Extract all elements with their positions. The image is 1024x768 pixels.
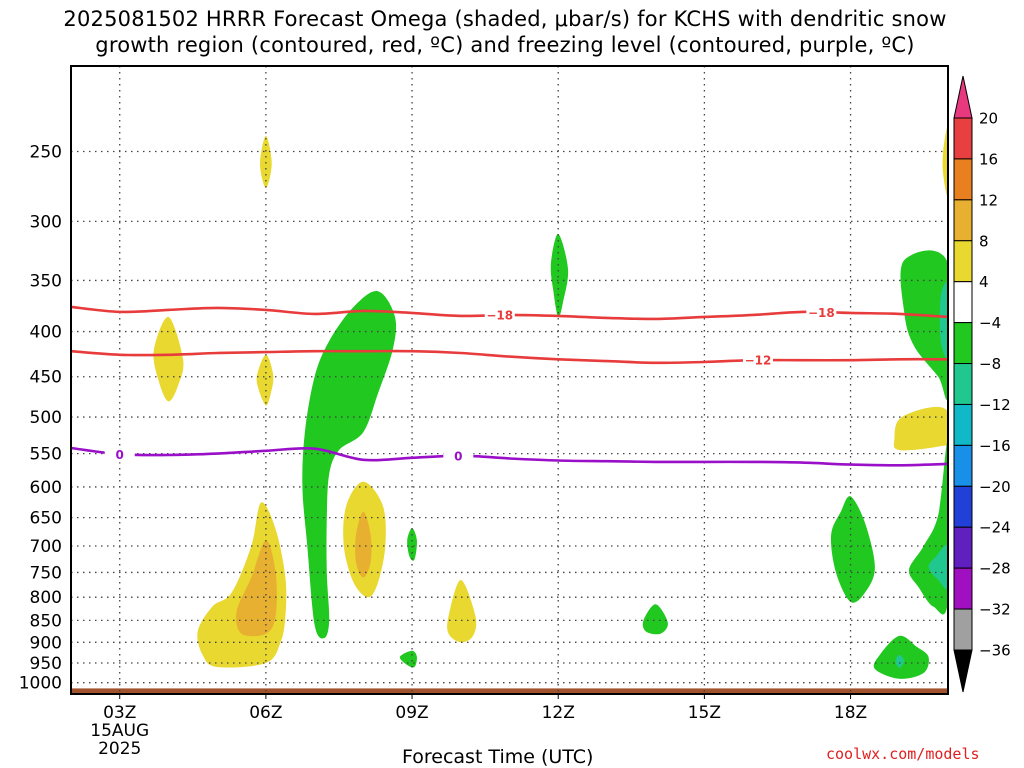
x-date-label: 2025 [98, 739, 141, 759]
colorbar-label: −28 [979, 560, 1011, 578]
colorbar-label: −32 [979, 601, 1011, 619]
colorbar-swatch [953, 444, 973, 487]
contour-line [70, 349, 949, 365]
colorbar-swatch [953, 117, 973, 160]
omega-region [256, 354, 274, 406]
omega-region [447, 580, 477, 643]
omega-region [942, 126, 948, 197]
colorbar-swatch [953, 322, 973, 365]
y-tick-label: 650 [30, 509, 62, 529]
title-line-2: growth region (contoured, red, ºC) and f… [95, 33, 915, 57]
omega-region [642, 604, 668, 635]
omega-region [302, 290, 397, 639]
colorbar-swatch [953, 199, 973, 242]
title-line-1: 2025081502 HRRR Forecast Omega (shaded, … [63, 7, 947, 31]
omega-region [355, 511, 372, 578]
omega-region [830, 496, 875, 603]
x-date-label: 15AUG [90, 721, 149, 741]
contour-label: 0 [454, 449, 462, 463]
colorbar-label: −16 [979, 437, 1011, 455]
omega-region [399, 650, 417, 668]
contour-line [70, 446, 949, 467]
colorbar-top-arrow [953, 75, 973, 119]
omega-region [900, 250, 948, 400]
omega-region [407, 528, 417, 561]
y-tick-label: 250 [30, 142, 62, 162]
colorbar-swatch [953, 158, 973, 201]
colorbar-swatch [953, 281, 973, 324]
y-tick-label: 450 [30, 368, 62, 388]
omega-region [939, 282, 948, 358]
colorbar-swatch [953, 567, 973, 610]
y-tick-label: 1000 [19, 674, 62, 694]
colorbar-label: 12 [979, 191, 998, 209]
omega-shading-layer [153, 126, 948, 679]
colorbar-label: −24 [979, 519, 1011, 537]
x-tick-label: 03Z [103, 703, 136, 723]
y-tick-label: 300 [30, 212, 62, 232]
y-tick-label: 500 [30, 408, 62, 428]
omega-region [895, 654, 905, 668]
contour-label-bg [742, 352, 773, 369]
colorbar-swatch [953, 240, 973, 283]
x-axis-title: Forecast Time (UTC) [402, 746, 594, 768]
terrain-bar [71, 688, 948, 694]
colorbar-label: 20 [979, 110, 998, 128]
grid-layer [71, 66, 948, 694]
colorbar-swatch [953, 485, 973, 528]
omega-region [236, 540, 277, 637]
x-tick-label: 06Z [249, 703, 282, 723]
colorbar-label: −8 [979, 355, 1001, 373]
colorbar-label: 8 [979, 232, 989, 250]
x-tick-label: 12Z [542, 703, 575, 723]
credit-link[interactable]: coolwx.com/models [826, 745, 980, 763]
colorbar-swatch [953, 526, 973, 569]
y-tick-label: 800 [30, 588, 62, 608]
omega-region [893, 406, 948, 451]
y-tick-label: 700 [30, 537, 62, 557]
y-tick-label: 900 [30, 633, 62, 653]
y-tick-label: 750 [30, 563, 62, 583]
y-axis-ticks: 2503003504004505005506006507007508008509… [19, 142, 62, 693]
contour-label: −12 [745, 354, 772, 368]
chart-title: 2025081502 HRRR Forecast Omega (shaded, … [0, 6, 1010, 58]
y-tick-label: 550 [30, 445, 62, 465]
colorbar-label: −4 [979, 314, 1001, 332]
contour-label-bg [443, 447, 474, 464]
colorbar-swatch [953, 403, 973, 446]
colorbar-label: 4 [979, 273, 989, 291]
contour-label: −18 [486, 309, 513, 323]
x-tick-label: 15Z [688, 703, 721, 723]
y-tick-label: 950 [30, 654, 62, 674]
colorbar: 20 16 12 8 4 −4 −8 −12 −16 −20 −24 −28 −32 −36 [953, 75, 1011, 693]
colorbar-swatch [953, 608, 973, 651]
x-tick-label: 18Z [834, 703, 867, 723]
contour-layer: −18 −18 −12 0 0 [70, 304, 949, 467]
colorbar-label: 16 [979, 150, 998, 168]
omega-region [550, 233, 569, 318]
colorbar-bottom-arrow [953, 649, 973, 693]
omega-region [928, 544, 948, 590]
colorbar-label: −12 [979, 396, 1011, 414]
colorbar-label: −20 [979, 478, 1011, 496]
contour-label-bg [806, 304, 837, 321]
y-tick-label: 350 [30, 271, 62, 291]
plot-frame [70, 65, 949, 695]
colorbar-label: −36 [979, 642, 1011, 660]
contour-label: 0 [116, 448, 124, 462]
y-tick-label: 850 [30, 611, 62, 631]
contour-label-bg [104, 446, 135, 463]
x-tick-label: 09Z [395, 703, 428, 723]
omega-region [260, 135, 272, 188]
omega-region [908, 441, 948, 615]
contour-label: −18 [808, 306, 835, 320]
y-tick-label: 600 [30, 478, 62, 498]
colorbar-swatch [953, 363, 973, 405]
omega-region [153, 316, 184, 402]
y-tick-label: 400 [30, 323, 62, 343]
contour-label-bg [484, 307, 515, 324]
